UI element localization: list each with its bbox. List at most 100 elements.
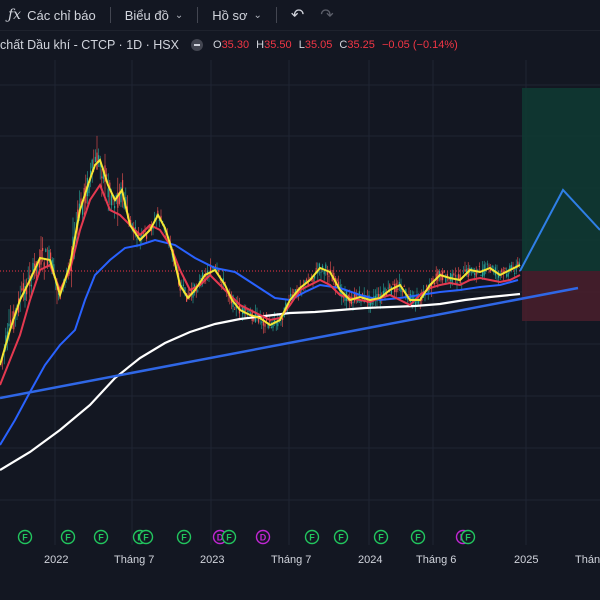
candle-body (101, 176, 103, 179)
candle-body (42, 248, 44, 251)
candle-body (440, 273, 442, 281)
candle-body (326, 270, 328, 275)
candle-body (406, 298, 408, 300)
chart-menu-button[interactable]: Biểu đồ ⌄ (117, 0, 191, 30)
earnings-marker[interactable] (60, 529, 76, 545)
candle-body (414, 301, 416, 306)
earnings-marker[interactable] (304, 529, 320, 545)
candle-body (450, 273, 452, 281)
candle-body (507, 272, 509, 277)
candle-body (491, 265, 493, 268)
candle-body (312, 278, 314, 282)
toolbar-divider (197, 7, 199, 23)
candle-body (258, 316, 260, 323)
earnings-marker[interactable] (333, 529, 349, 545)
earnings-marker[interactable] (176, 529, 192, 545)
toolbar-divider (275, 7, 277, 23)
candle-body (352, 301, 354, 303)
chart-menu-label: Biểu đồ (124, 7, 169, 23)
candle-body (397, 288, 399, 291)
candle-body (270, 327, 272, 328)
candle-body (88, 184, 90, 194)
earnings-marker[interactable] (17, 529, 33, 545)
candle-body (118, 192, 120, 204)
candle-body (475, 269, 477, 277)
candle-body (72, 236, 74, 247)
candle-body (514, 272, 516, 274)
candle-body (418, 300, 420, 304)
top-toolbar: ƒx Các chỉ báo Biểu đồ ⌄ Hồ sơ ⌄ ↶ ↷ (0, 0, 600, 31)
x-tick-label: 2022 (44, 554, 68, 566)
candle-body (506, 274, 508, 277)
candle-body (190, 288, 192, 295)
earnings-marker[interactable] (373, 529, 389, 545)
candle-body (82, 202, 84, 215)
indicators-button[interactable]: ƒx Các chỉ báo (0, 0, 104, 30)
symbol-legend: chất Dầu khí - CTCP · 1D · HSX O35.30 H3… (0, 36, 458, 54)
event-marker-label: F (143, 533, 149, 543)
redo-icon: ↷ (320, 7, 334, 24)
candle-body (402, 291, 404, 293)
candle-body (386, 293, 388, 296)
candle-body (22, 283, 24, 292)
candle-body (448, 278, 450, 280)
earnings-marker[interactable] (460, 529, 476, 545)
candle-body (218, 270, 220, 272)
undo-button[interactable]: ↶ (283, 0, 312, 30)
candle-body (157, 210, 159, 216)
support-trendline[interactable] (0, 286, 579, 400)
candle-body (275, 322, 277, 325)
candle-body (323, 270, 325, 275)
candle-body (214, 266, 216, 268)
event-marker-label: F (465, 533, 471, 543)
candle-body (392, 283, 394, 285)
candle-body (125, 197, 127, 206)
indicators-label: Các chỉ báo (27, 7, 96, 23)
earnings-marker[interactable] (410, 529, 426, 545)
x-tick-label: Tháng 7 (114, 554, 154, 566)
candle-body (122, 180, 124, 189)
candle-body (98, 155, 100, 163)
earnings-marker[interactable] (138, 529, 154, 545)
candle-body (338, 281, 340, 286)
projection-path[interactable] (519, 188, 600, 272)
candle-body (91, 159, 93, 169)
candle-body (464, 269, 466, 272)
target-zone-box[interactable] (522, 88, 600, 271)
low-value: 35.05 (304, 39, 333, 51)
candle-body (341, 290, 343, 298)
x-tick-label: 2024 (358, 554, 382, 566)
function-icon: ƒx (8, 7, 22, 23)
candle-body (267, 324, 269, 329)
candle-body (158, 219, 160, 221)
event-marker-label: D (217, 533, 224, 543)
candle-body (274, 318, 276, 324)
candle-body (264, 323, 266, 327)
candle-body (46, 260, 48, 267)
candle-body (182, 284, 184, 287)
profile-menu-button[interactable]: Hồ sơ ⌄ (204, 0, 270, 30)
change-value: −0.05 (−0.14%) (381, 39, 458, 51)
candle-body (141, 233, 143, 240)
earnings-marker[interactable] (221, 529, 237, 545)
dividend-marker[interactable] (255, 529, 271, 545)
candle-body (435, 273, 437, 281)
redo-button[interactable]: ↷ (312, 0, 341, 30)
candle-body (480, 275, 482, 277)
candle-body (94, 156, 96, 162)
candle-body (216, 268, 218, 272)
profile-menu-label: Hồ sơ (212, 7, 248, 23)
candle-body (470, 267, 472, 271)
chart-grid (0, 60, 600, 545)
candle-body (136, 238, 138, 240)
x-tick-label: Tháng 7 (271, 554, 311, 566)
earnings-marker[interactable] (93, 529, 109, 545)
collapse-icon[interactable] (191, 39, 203, 51)
candle-body (34, 263, 36, 268)
candle-body (245, 308, 247, 311)
candle-body (149, 225, 151, 229)
candle-body (430, 284, 432, 289)
x-tick-label: 2025 (514, 554, 538, 566)
symbol-title[interactable]: chất Dầu khí - CTCP · 1D · HSX (0, 38, 179, 52)
